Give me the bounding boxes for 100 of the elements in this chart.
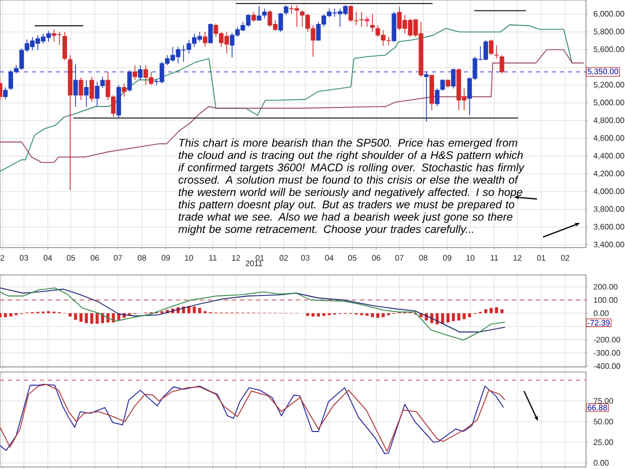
annotation: -72.39 (588, 320, 610, 326)
y-tick-label: 0.00 (594, 460, 609, 466)
candlestick (488, 39, 494, 56)
candlestick (127, 70, 132, 92)
y-tick-label: 4,400.00 (594, 152, 624, 160)
candlestick (202, 31, 208, 48)
y-tick-label: 25.00 (594, 439, 614, 446)
bar (96, 313, 99, 324)
bar (382, 313, 385, 318)
bar (306, 313, 310, 316)
y-tick-label: -200.00 (594, 336, 620, 342)
x-tick-label: 09 (443, 254, 452, 261)
y-tick-label: 5,600.00 (594, 46, 624, 54)
y-tick-label: 5,000.00 (594, 100, 624, 106)
y-tick-label: 5,200.00 (594, 82, 624, 89)
text: 2011 (246, 260, 262, 266)
x-tick-label: 12 (232, 254, 240, 261)
bar (376, 313, 380, 318)
y-tick-label: 3,400.00 (594, 242, 624, 248)
line-series (0, 49, 584, 163)
y-tick-label: 3,600.00 (594, 224, 624, 230)
y-tick-label: -300.00 (594, 350, 620, 356)
bar (436, 313, 439, 324)
x-tick-label: 06 (372, 254, 380, 261)
candlestick (138, 64, 143, 81)
candlestick (100, 76, 105, 89)
bar (495, 307, 498, 314)
ref-line-label: 5,350.00 (588, 68, 618, 76)
candlestick (3, 87, 8, 100)
bar (370, 313, 374, 318)
y-tick-label: 3,800.00 (594, 206, 624, 213)
x-tick-label: 08 (419, 254, 428, 261)
bar (198, 308, 202, 314)
y-tick-label: 4,600.00 (594, 135, 624, 142)
candlestick (62, 31, 68, 61)
bar (322, 313, 326, 316)
x-tick-label: 03 (20, 254, 28, 261)
x-tick-label: 10 (466, 254, 474, 261)
bar (68, 313, 72, 317)
y-tick-label: 5,800.00 (594, 28, 624, 36)
candlestick (424, 71, 429, 122)
annotation: This chart is more bearish than the SP500. Price has emerged from the cloud and is tracing out the right shoulder of a H&S pattern which if confirmed targets 3600! MACD is rolling over. Stochastic has firmly crossed. A solution must be found to this crisis or else the wealth of the western world will be seriously and negatively affected. I so hope this pattern doesnt play out. But as traders we must be prepared to trade what we see. Also we had a bearish week just gone so there might be some retracement. Choose your trades carefully... (178, 138, 525, 236)
bar (84, 313, 88, 324)
x-tick-label: 02 (561, 254, 570, 261)
bar (462, 313, 466, 320)
candlestick (262, 8, 267, 19)
candlestick (440, 79, 445, 92)
candlestick (500, 54, 504, 74)
candlestick (132, 64, 138, 81)
candlestick (348, 4, 354, 22)
x-tick-label: 02 (280, 254, 288, 261)
x-tick-label: 11 (209, 254, 217, 260)
bar (446, 313, 450, 322)
candlestick (278, 12, 283, 32)
y-tick-label: 50.00 (594, 418, 614, 424)
bar (90, 313, 94, 324)
bar (74, 313, 78, 320)
candlestick (451, 68, 456, 89)
candlestick (94, 81, 100, 107)
x-tick-label: 07 (114, 254, 122, 261)
y-tick-label: 200.00 (594, 284, 618, 290)
x-tick-label: 11 (490, 254, 498, 260)
bar (457, 313, 460, 320)
candlestick (208, 23, 213, 44)
annotation: 66.88 (588, 404, 607, 410)
line-series (0, 287, 506, 332)
x-tick-label: 04 (44, 254, 52, 261)
x-tick-label: 03 (301, 254, 310, 261)
x-tick-label: 08 (138, 254, 146, 261)
candlestick (434, 88, 440, 107)
candlestick (494, 44, 499, 59)
y-tick-label: 6,000.00 (594, 10, 624, 18)
y-tick-label: 4,000.00 (594, 188, 624, 195)
x-tick-label: 06 (90, 254, 99, 261)
bar (9, 313, 12, 317)
bar (490, 308, 493, 314)
bar (0, 313, 2, 318)
x-tick-label: 01 (537, 254, 546, 261)
x-tick-label: 12 (514, 254, 522, 261)
y-tick-label: 4,800.00 (594, 117, 624, 124)
x-tick-label: 05 (66, 254, 76, 261)
bar (452, 313, 455, 322)
candlestick (122, 83, 126, 98)
x-tick-label: 04 (325, 254, 334, 261)
bar (468, 313, 472, 318)
x-tick-label: 05 (348, 254, 356, 261)
candlestick (370, 13, 375, 32)
bar (79, 313, 82, 322)
x-tick-label: 09 (162, 254, 170, 261)
bar (484, 309, 488, 314)
bar (312, 313, 315, 317)
bar (316, 313, 320, 317)
bar (4, 313, 7, 318)
y-tick-label: 100.00 (594, 297, 618, 303)
candlestick (78, 77, 84, 101)
y-tick-label: 75.00 (594, 398, 614, 404)
candlestick (284, 4, 288, 16)
bar (192, 306, 196, 314)
bar (365, 313, 369, 316)
candlestick (256, 6, 262, 21)
